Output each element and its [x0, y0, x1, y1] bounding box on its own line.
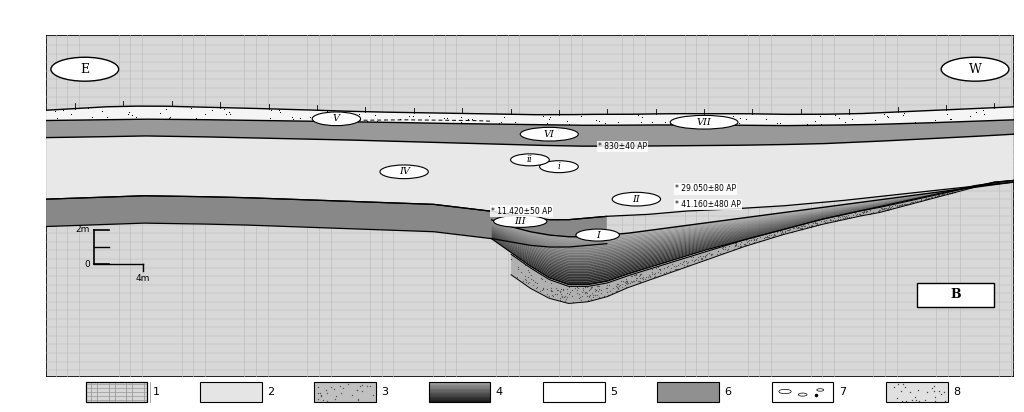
- Bar: [429, 393, 490, 394]
- Ellipse shape: [671, 115, 738, 129]
- Text: III: III: [514, 217, 526, 226]
- Polygon shape: [492, 181, 1014, 267]
- Polygon shape: [492, 182, 1014, 253]
- Text: E: E: [80, 63, 89, 76]
- Text: W: W: [969, 63, 981, 76]
- Text: VII: VII: [696, 118, 712, 127]
- Text: i: i: [557, 162, 560, 171]
- Polygon shape: [492, 180, 1014, 283]
- Bar: [429, 401, 490, 402]
- Polygon shape: [492, 182, 1014, 251]
- Ellipse shape: [612, 192, 660, 206]
- Polygon shape: [492, 181, 1014, 256]
- Polygon shape: [492, 180, 1014, 285]
- Bar: [429, 389, 490, 390]
- Text: I: I: [596, 231, 600, 239]
- Polygon shape: [492, 181, 1014, 258]
- Polygon shape: [46, 119, 1014, 146]
- Bar: [772, 382, 834, 402]
- Ellipse shape: [312, 112, 360, 126]
- Polygon shape: [492, 180, 1014, 278]
- Polygon shape: [492, 181, 1014, 254]
- Bar: [429, 396, 490, 397]
- Bar: [200, 382, 261, 402]
- Text: 4: 4: [496, 387, 503, 397]
- Text: * 830±40 AP: * 830±40 AP: [598, 142, 647, 151]
- Polygon shape: [492, 180, 1014, 281]
- Text: * 41.160±480 AP: * 41.160±480 AP: [675, 200, 741, 209]
- Polygon shape: [492, 182, 1014, 245]
- Polygon shape: [492, 182, 1014, 243]
- Text: IV: IV: [398, 167, 410, 176]
- Polygon shape: [492, 181, 1014, 270]
- Text: 6: 6: [724, 387, 731, 397]
- Ellipse shape: [540, 161, 579, 173]
- Polygon shape: [492, 181, 1014, 274]
- Polygon shape: [492, 181, 1014, 275]
- Polygon shape: [492, 182, 1014, 248]
- Polygon shape: [492, 181, 1014, 269]
- Bar: [429, 386, 490, 388]
- Polygon shape: [492, 182, 1014, 246]
- Text: 5: 5: [610, 387, 617, 397]
- Polygon shape: [492, 180, 1014, 277]
- Polygon shape: [492, 181, 1014, 259]
- Bar: [429, 400, 490, 401]
- Text: II: II: [633, 194, 640, 204]
- Polygon shape: [46, 106, 1014, 126]
- Polygon shape: [492, 181, 1014, 272]
- Polygon shape: [46, 134, 1014, 220]
- Ellipse shape: [575, 229, 620, 241]
- Polygon shape: [492, 181, 1014, 265]
- Bar: [429, 384, 490, 385]
- Text: 2m: 2m: [75, 225, 90, 234]
- Bar: [429, 382, 490, 384]
- Polygon shape: [492, 180, 1014, 280]
- Bar: [429, 391, 490, 393]
- Bar: [429, 388, 490, 389]
- Circle shape: [941, 57, 1009, 81]
- Text: 4m: 4m: [135, 274, 151, 283]
- Text: V: V: [333, 114, 340, 123]
- Bar: [429, 394, 490, 396]
- Polygon shape: [492, 181, 1014, 262]
- Bar: [886, 382, 948, 402]
- Bar: [657, 382, 719, 402]
- Text: VI: VI: [544, 130, 555, 139]
- Polygon shape: [492, 182, 1014, 239]
- Bar: [429, 385, 490, 386]
- Text: B: B: [950, 288, 961, 302]
- Text: 8: 8: [953, 387, 961, 397]
- Polygon shape: [492, 182, 1014, 240]
- Text: * 29.050±80 AP: * 29.050±80 AP: [675, 185, 736, 193]
- Bar: [429, 397, 490, 398]
- Bar: [918, 283, 994, 307]
- Ellipse shape: [380, 165, 428, 179]
- Text: 3: 3: [381, 387, 388, 397]
- Polygon shape: [492, 181, 1014, 261]
- Text: 2: 2: [267, 387, 274, 397]
- Ellipse shape: [511, 154, 549, 166]
- Polygon shape: [492, 182, 1014, 250]
- Text: 0: 0: [84, 260, 90, 269]
- Ellipse shape: [520, 127, 579, 141]
- Polygon shape: [492, 182, 1014, 241]
- Bar: [429, 390, 490, 391]
- Text: ii: ii: [527, 155, 532, 164]
- Bar: [86, 382, 147, 402]
- Bar: [314, 382, 376, 402]
- Polygon shape: [492, 181, 1014, 264]
- Bar: [86, 382, 147, 402]
- Text: * 11.420±50 AP: * 11.420±50 AP: [492, 207, 552, 215]
- Bar: [543, 382, 605, 402]
- Bar: [429, 398, 490, 400]
- Polygon shape: [511, 180, 1014, 303]
- Text: 7: 7: [839, 387, 846, 397]
- Polygon shape: [46, 196, 607, 247]
- Text: 1: 1: [153, 387, 160, 397]
- Ellipse shape: [494, 215, 547, 227]
- Circle shape: [51, 57, 119, 81]
- Bar: [429, 382, 490, 402]
